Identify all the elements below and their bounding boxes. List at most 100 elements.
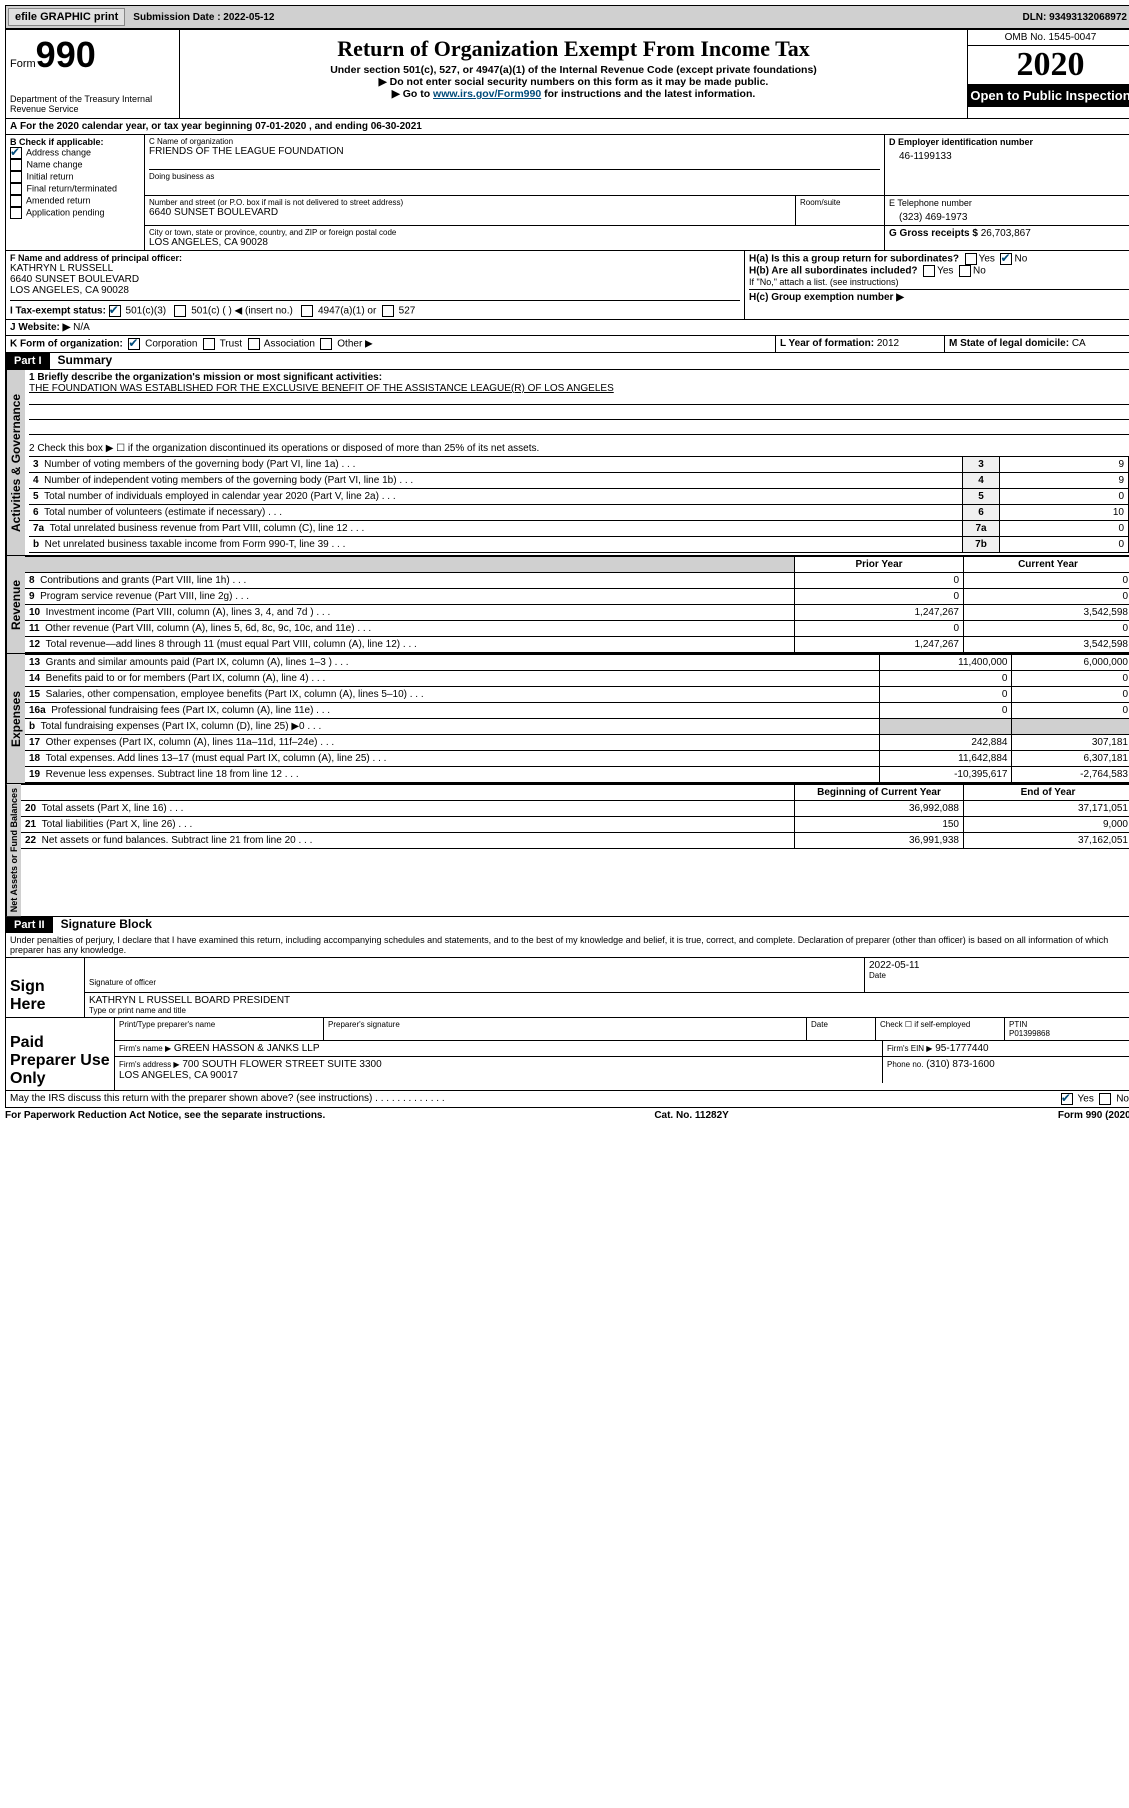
omb-number: OMB No. 1545-0047: [968, 30, 1129, 46]
q1-val: THE FOUNDATION WAS ESTABLISHED FOR THE E…: [29, 383, 1129, 394]
paid-preparer: Paid Preparer Use Only: [6, 1018, 114, 1090]
revenue-table: Prior YearCurrent Year8 Contributions an…: [25, 556, 1129, 653]
b-item[interactable]: Name change: [10, 159, 140, 171]
irs-dept: Department of the Treasury Internal Reve…: [10, 94, 175, 114]
chk-trust[interactable]: [203, 338, 215, 350]
officer-addr1: 6640 SUNSET BOULEVARD: [10, 274, 740, 285]
subtitle-2: ▶ Do not enter social security numbers o…: [184, 76, 963, 88]
discuss-no[interactable]: [1099, 1093, 1111, 1105]
q1-label: 1 Briefly describe the organization's mi…: [29, 372, 1129, 383]
h-a: H(a) Is this a group return for subordin…: [749, 253, 1129, 265]
part2-title: Signature Block: [53, 917, 152, 931]
prep-name-lbl: Print/Type preparer's name: [115, 1018, 324, 1040]
org-name: FRIENDS OF THE LEAGUE FOUNDATION: [149, 146, 880, 157]
firm-ein: 95-1777440: [935, 1043, 988, 1054]
vlabel-netassets: Net Assets or Fund Balances: [6, 784, 21, 916]
line-l: L Year of formation: 2012: [775, 336, 944, 352]
tax-year: 2020: [968, 46, 1129, 84]
street-label: Number and street (or P.O. box if mail i…: [149, 198, 791, 207]
i-tax-exempt: I Tax-exempt status: 501(c)(3) 501(c) ( …: [10, 300, 740, 317]
vlabel-revenue: Revenue: [6, 556, 25, 653]
ha-no[interactable]: [1000, 253, 1012, 265]
sig-date-val: 2022-05-11: [869, 960, 1129, 971]
telephone: (323) 469-1973: [889, 208, 1129, 223]
form-title: Return of Organization Exempt From Incom…: [184, 36, 963, 62]
governance-table: 3 Number of voting members of the govern…: [29, 456, 1129, 553]
chk-assoc[interactable]: [248, 338, 260, 350]
e-label: E Telephone number: [889, 198, 1129, 208]
hb-no[interactable]: [959, 265, 971, 277]
b-label: B Check if applicable:: [10, 137, 140, 147]
chk-527[interactable]: [382, 305, 394, 317]
line-m: M State of legal domicile: CA: [944, 336, 1129, 352]
ha-yes[interactable]: [965, 253, 977, 265]
expenses-table: 13 Grants and similar amounts paid (Part…: [25, 654, 1129, 783]
footer-mid: Cat. No. 11282Y: [654, 1110, 728, 1121]
firm-phone: (310) 873-1600: [926, 1059, 994, 1070]
part1-title: Summary: [50, 353, 113, 367]
firm-name: GREEN HASSON & JANKS LLP: [174, 1043, 320, 1054]
f-label: F Name and address of principal officer:: [10, 253, 740, 263]
prep-date-lbl: Date: [807, 1018, 876, 1040]
footer-right: Form 990 (2020): [1058, 1110, 1129, 1121]
chk-501c3[interactable]: [109, 305, 121, 317]
q2: 2 Check this box ▶ ☐ if the organization…: [29, 443, 1129, 454]
vlabel-expenses: Expenses: [6, 654, 25, 783]
form-header: Form990 Department of the Treasury Inter…: [5, 29, 1129, 119]
public-inspection: Open to Public Inspection: [968, 84, 1129, 107]
netassets-table: Beginning of Current YearEnd of Year20 T…: [21, 784, 1129, 849]
line-k: K Form of organization: Corporation Trus…: [6, 336, 775, 352]
g-label: G Gross receipts $: [889, 228, 978, 239]
sig-officer-lbl: Signature of officer: [89, 978, 860, 987]
sig-date-lbl: Date: [869, 971, 1129, 980]
h-b-note: If "No," attach a list. (see instruction…: [749, 277, 1129, 287]
ptin-lbl: PTIN: [1009, 1020, 1027, 1029]
perjury: Under penalties of perjury, I declare th…: [6, 933, 1129, 958]
submission-date: Submission Date : 2022-05-12: [127, 12, 280, 23]
check-self: Check ☐ if self-employed: [876, 1018, 1005, 1040]
dln: DLN: 93493132068972: [1022, 12, 1129, 23]
b-item[interactable]: Final return/terminated: [10, 183, 140, 195]
line-j: J Website: ▶ N/A: [5, 320, 1129, 336]
b-item[interactable]: Application pending: [10, 207, 140, 219]
room-label: Room/suite: [800, 198, 880, 207]
discuss-q: May the IRS discuss this return with the…: [10, 1093, 1061, 1105]
c-name-label: C Name of organization: [149, 137, 880, 146]
officer-name-sig: KATHRYN L RUSSELL BOARD PRESIDENT: [89, 995, 1129, 1006]
form-number: Form990: [10, 34, 175, 76]
b-item[interactable]: Address change: [10, 147, 140, 159]
top-bar: efile GRAPHIC print Submission Date : 20…: [5, 5, 1129, 29]
city: LOS ANGELES, CA 90028: [149, 237, 880, 248]
sign-here: Sign Here: [6, 958, 84, 1017]
instructions-link[interactable]: www.irs.gov/Form990: [433, 88, 541, 100]
efile-print-button[interactable]: efile GRAPHIC print: [8, 8, 125, 26]
dba-label: Doing business as: [149, 172, 880, 181]
ein: 46-1199133: [889, 147, 1129, 162]
subtitle-1: Under section 501(c), 527, or 4947(a)(1)…: [184, 64, 963, 76]
h-c: H(c) Group exemption number ▶: [749, 289, 1129, 303]
hb-yes[interactable]: [923, 265, 935, 277]
ptin: P01399868: [1009, 1029, 1050, 1038]
h-b: H(b) Are all subordinates included? Yes …: [749, 265, 1129, 277]
street: 6640 SUNSET BOULEVARD: [149, 207, 791, 218]
b-item[interactable]: Initial return: [10, 171, 140, 183]
prep-sig-lbl: Preparer's signature: [324, 1018, 807, 1040]
d-label: D Employer identification number: [889, 137, 1129, 147]
b-item[interactable]: Amended return: [10, 195, 140, 207]
gross-receipts: 26,703,867: [981, 228, 1031, 239]
subtitle-3: ▶ Go to www.irs.gov/Form990 for instruct…: [184, 88, 963, 100]
line-a: A For the 2020 calendar year, or tax yea…: [5, 119, 1129, 135]
chk-other[interactable]: [320, 338, 332, 350]
vlabel-governance: Activities & Governance: [6, 370, 25, 555]
type-name-lbl: Type or print name and title: [89, 1006, 1129, 1015]
chk-corp[interactable]: [128, 338, 140, 350]
part2-hdr: Part II: [6, 917, 53, 933]
city-label: City or town, state or province, country…: [149, 228, 880, 237]
discuss-yes[interactable]: [1061, 1093, 1073, 1105]
officer-addr2: LOS ANGELES, CA 90028: [10, 285, 740, 296]
chk-501c[interactable]: [174, 305, 186, 317]
part1-hdr: Part I: [6, 353, 50, 369]
officer-name: KATHRYN L RUSSELL: [10, 263, 740, 274]
chk-4947[interactable]: [301, 305, 313, 317]
footer-left: For Paperwork Reduction Act Notice, see …: [5, 1110, 325, 1121]
